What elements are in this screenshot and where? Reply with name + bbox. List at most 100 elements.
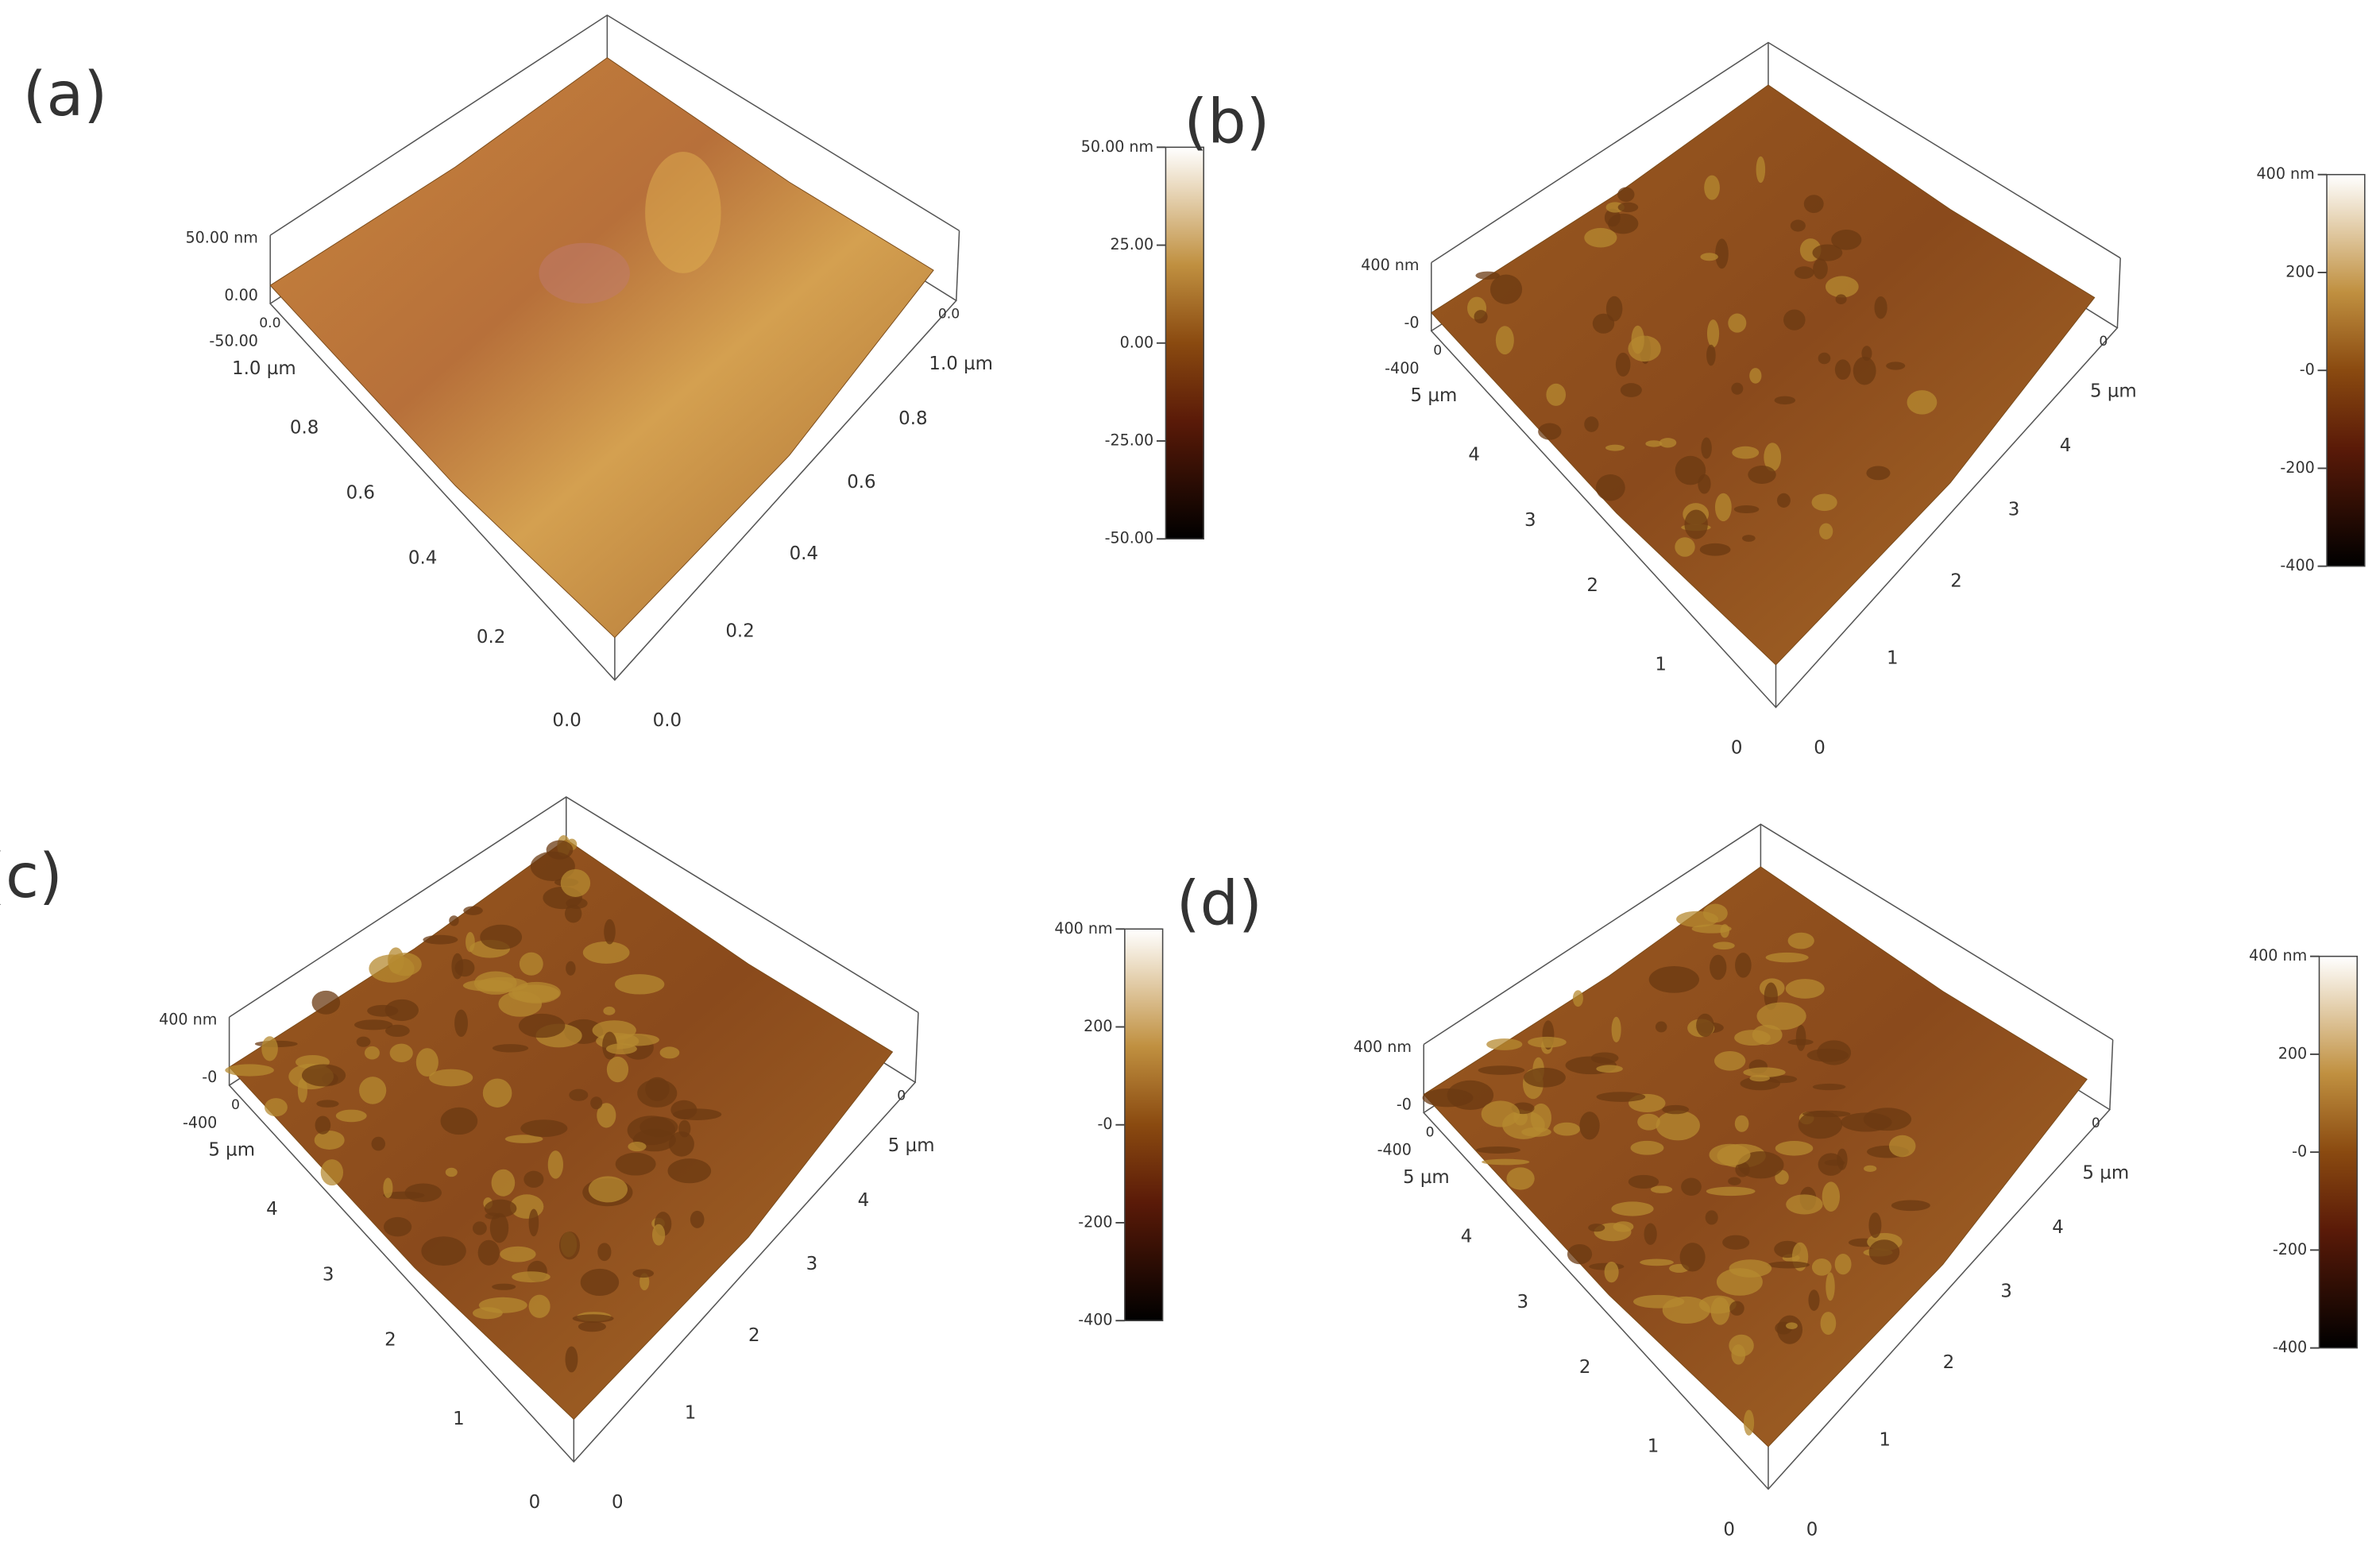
right-axis-label: 0 (2092, 1115, 2100, 1131)
left-axis-label: 0 (1433, 342, 1442, 358)
z-tick-label: 0.00 (224, 286, 258, 304)
surface-feature (1714, 493, 1732, 522)
surface-feature (1853, 356, 1876, 385)
colorbar-label: -0 (1098, 1115, 1113, 1133)
surface-feature (445, 1167, 458, 1177)
surface-feature (504, 1135, 543, 1143)
right-axis-label: 3 (2000, 1281, 2012, 1301)
surface-feature (1742, 535, 1756, 542)
z-tick-label: -0 (202, 1068, 217, 1086)
colorbar-label: -0 (2300, 361, 2315, 379)
surface-feature (1620, 383, 1642, 397)
surface-feature (1888, 1135, 1916, 1158)
surface-feature (1868, 1212, 1882, 1239)
surface-feature (449, 915, 459, 926)
right-axis-label: 0 (1806, 1519, 1818, 1540)
surface-feature (1675, 537, 1695, 557)
surface-feature (614, 974, 665, 995)
surface-feature (1704, 175, 1720, 200)
surface-feature (670, 1100, 697, 1119)
surface-feature (1637, 1113, 1660, 1131)
surface-feature (1679, 1243, 1706, 1272)
surface-feature (320, 1159, 344, 1186)
surface-feature (1640, 1258, 1674, 1266)
surface-feature (1588, 1224, 1605, 1232)
surface-feature (1733, 505, 1760, 514)
surface-feature (1482, 1158, 1530, 1166)
surface-feature (1812, 1083, 1846, 1091)
right-axis-label: 5 µm (2090, 381, 2137, 401)
surface-feature (1645, 440, 1663, 447)
left-axis-label: 1 (1655, 654, 1667, 675)
surface-feature (423, 934, 458, 945)
surface-feature (451, 953, 464, 980)
surface-feature (566, 898, 588, 909)
left-axis-label: 3 (1516, 1292, 1528, 1313)
panel-label: (b) (1184, 87, 1269, 158)
surface-feature (1579, 1112, 1600, 1140)
surface-feature (1798, 1111, 1843, 1139)
surface-feature (1786, 1194, 1823, 1215)
surface-feature (1819, 523, 1833, 539)
surface-feature (1656, 1110, 1700, 1141)
surface-feature (1478, 1065, 1525, 1075)
surface-feature (667, 1158, 712, 1184)
surface-feature (1596, 1065, 1623, 1073)
colorbar-label: -200 (2280, 458, 2314, 477)
surface-feature (1777, 1315, 1803, 1344)
surface-feature (1834, 1254, 1852, 1275)
colorbar-label: 0.00 (1120, 333, 1154, 351)
surface-feature (678, 1119, 691, 1138)
surface-feature (489, 1212, 509, 1243)
surface-feature (690, 1210, 705, 1228)
left-axis-label: 4 (266, 1199, 278, 1220)
surface-feature (1740, 1077, 1780, 1091)
surface-feature (668, 1131, 694, 1157)
surface-feature (1874, 296, 1887, 319)
surface-feature (1820, 1312, 1837, 1336)
surface-feature (588, 1176, 628, 1203)
colorbar-label: -200 (1078, 1212, 1112, 1231)
right-axis-label: 4 (2060, 435, 2072, 456)
right-axis-label: 0.0 (938, 306, 960, 322)
surface-feature (314, 1131, 345, 1150)
surface-feature (569, 1088, 589, 1101)
surface-feature (1864, 1165, 1877, 1172)
surface-feature (632, 1269, 655, 1278)
surface-feature (1486, 1038, 1523, 1050)
z-tick-label: -400 (1385, 359, 1419, 377)
surface-feature (1806, 1048, 1849, 1062)
surface-feature (627, 1115, 676, 1146)
surface-feature (603, 1006, 616, 1015)
right-axis-label: 0 (1814, 737, 1826, 758)
surface-feature (597, 1103, 616, 1128)
right-axis-label: 1 (1887, 648, 1899, 669)
colorbar-label: -400 (2280, 556, 2314, 574)
surface-feature (384, 1216, 412, 1237)
surface-feature (384, 999, 419, 1022)
surface-feature (1813, 258, 1828, 280)
surface-feature (1749, 368, 1762, 384)
surface-feature (1787, 1038, 1814, 1046)
surface-feature (1567, 1243, 1593, 1265)
surface-feature (651, 1224, 666, 1246)
right-axis-label: 2 (1943, 1352, 1955, 1373)
surface-feature (415, 1048, 439, 1077)
surface-feature (1811, 493, 1837, 512)
surface-feature (1705, 1210, 1718, 1225)
surface-feature (1506, 1167, 1535, 1190)
surface-feature (564, 904, 582, 923)
surface-feature (498, 991, 543, 1017)
surface-feature (1729, 1301, 1744, 1316)
surface-feature (605, 1043, 637, 1055)
surface-feature (1765, 952, 1809, 963)
surface-feature (1628, 335, 1661, 362)
colorbar-label: 400 nm (2249, 946, 2307, 965)
right-axis-label: 3 (2008, 499, 2020, 520)
surface-feature (547, 1150, 563, 1179)
right-axis-label: 0.2 (725, 621, 754, 641)
z-tick-label: -50.00 (209, 331, 258, 350)
left-axis-label: 0.8 (290, 417, 319, 438)
panel-label: (d) (1176, 869, 1262, 940)
surface-feature (466, 932, 475, 953)
